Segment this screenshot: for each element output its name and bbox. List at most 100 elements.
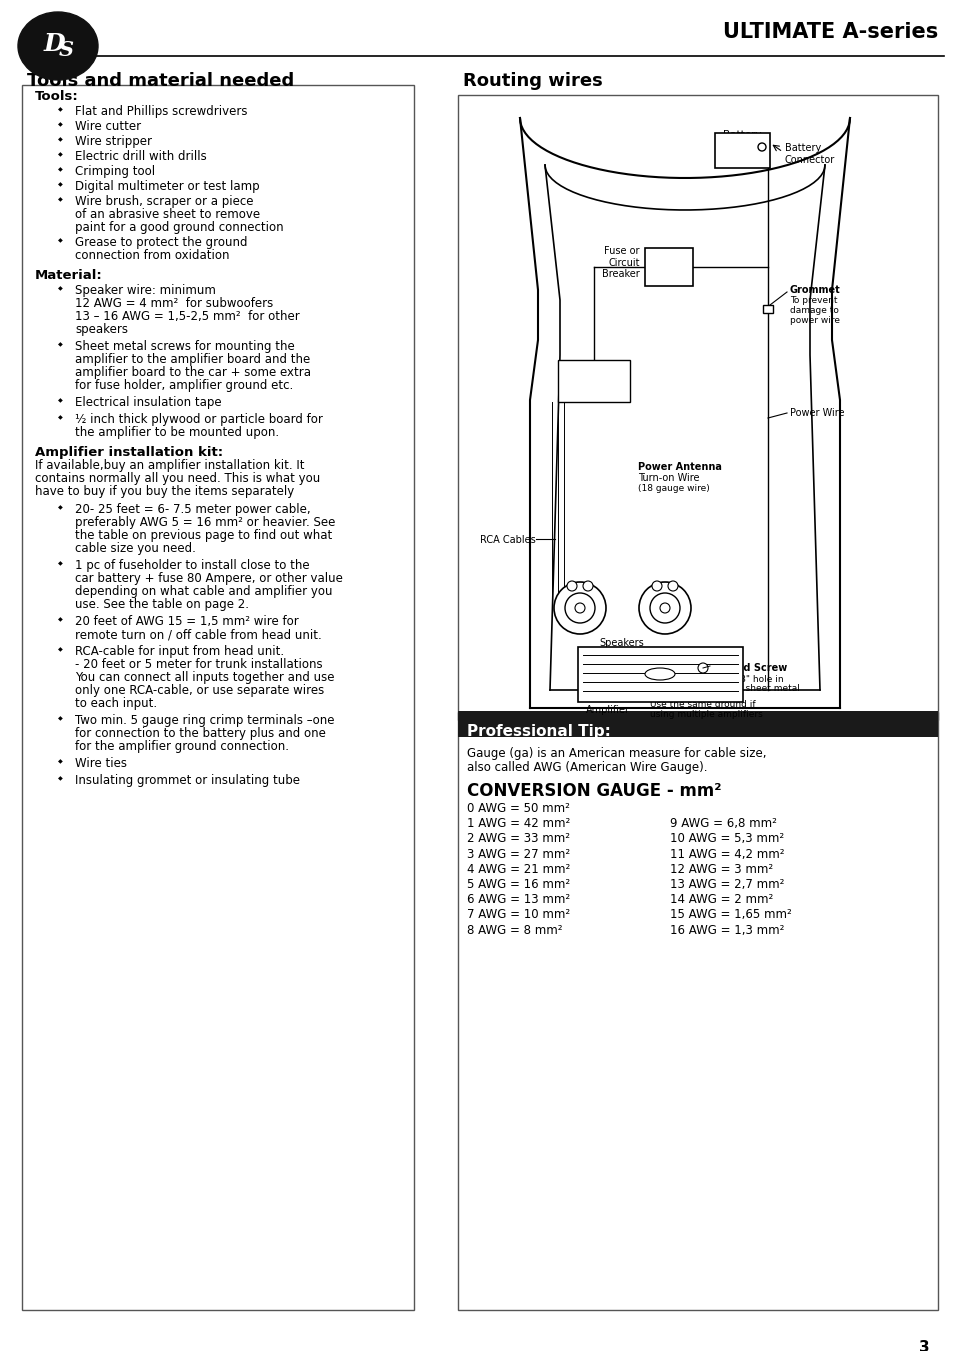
Text: Professional Tip:: Professional Tip: (467, 724, 610, 739)
Text: the table on previous page to find out what: the table on previous page to find out w… (75, 530, 332, 542)
Text: 20- 25 feet = 6- 7.5 meter power cable,: 20- 25 feet = 6- 7.5 meter power cable, (75, 503, 311, 516)
Text: 7 AWG = 10 mm²: 7 AWG = 10 mm² (467, 908, 570, 921)
Text: speakers: speakers (75, 323, 128, 336)
Text: ◆: ◆ (57, 343, 62, 347)
Ellipse shape (644, 667, 675, 680)
Text: 5 AWG = 16 mm²: 5 AWG = 16 mm² (467, 878, 570, 892)
Circle shape (649, 593, 679, 623)
Text: ◆: ◆ (57, 777, 62, 781)
Text: Wire stripper: Wire stripper (75, 135, 152, 149)
Text: 13 – 16 AWG = 1,5-2,5 mm²  for other: 13 – 16 AWG = 1,5-2,5 mm² for other (75, 309, 299, 323)
Text: using multiple amplifiers: using multiple amplifiers (649, 711, 762, 719)
Text: Wire ties: Wire ties (75, 757, 127, 770)
Text: ◆: ◆ (57, 562, 62, 566)
Text: ◆: ◆ (57, 153, 62, 158)
Text: have to buy if you buy the items separately: have to buy if you buy the items separat… (35, 485, 294, 499)
Text: To prevent: To prevent (789, 296, 837, 305)
Text: ◆: ◆ (57, 239, 62, 243)
Text: damage to: damage to (789, 305, 838, 315)
Text: Amplifier: Amplifier (585, 705, 629, 715)
Text: ◆: ◆ (57, 138, 62, 142)
Text: 10 AWG = 5,3 mm²: 10 AWG = 5,3 mm² (669, 832, 783, 846)
Text: ◆: ◆ (57, 716, 62, 721)
Text: Power Antenna: Power Antenna (638, 462, 721, 471)
Text: Stereo
head unit: Stereo head unit (570, 367, 617, 389)
Text: Wire cutter: Wire cutter (75, 120, 141, 132)
Text: Use the same ground if: Use the same ground if (649, 700, 755, 709)
Text: ◆: ◆ (57, 123, 62, 127)
Text: ◆: ◆ (57, 168, 62, 173)
Text: RCA-cable for input from head unit.: RCA-cable for input from head unit. (75, 644, 284, 658)
Text: ◆: ◆ (57, 759, 62, 765)
Circle shape (575, 603, 584, 613)
Text: ½ inch thick plywood or particle board for: ½ inch thick plywood or particle board f… (75, 413, 322, 426)
Text: RCA Cables: RCA Cables (479, 535, 536, 544)
Bar (714, 132, 769, 168)
Text: Electrical insulation tape: Electrical insulation tape (75, 396, 221, 409)
Text: 3 AWG = 27 mm²: 3 AWG = 27 mm² (467, 847, 570, 861)
Text: to each input.: to each input. (75, 697, 157, 711)
Text: ◆: ◆ (57, 505, 62, 511)
Text: ◆: ◆ (57, 399, 62, 404)
Ellipse shape (18, 12, 98, 80)
Text: 15 AWG = 1,65 mm²: 15 AWG = 1,65 mm² (669, 908, 791, 921)
Text: preferably AWG 5 = 16 mm² or heavier. See: preferably AWG 5 = 16 mm² or heavier. Se… (75, 516, 335, 530)
Text: CONVERSION GAUGE - mm²: CONVERSION GAUGE - mm² (467, 782, 720, 800)
Circle shape (554, 582, 605, 634)
Text: Crimping tool: Crimping tool (75, 165, 155, 178)
Text: ULTIMATE A-series: ULTIMATE A-series (722, 22, 937, 42)
Text: Material:: Material: (35, 269, 103, 282)
Text: ◆: ◆ (57, 286, 62, 292)
Text: of an abrasive sheet to remove: of an abrasive sheet to remove (75, 208, 260, 222)
Text: only one RCA-cable, or use separate wires: only one RCA-cable, or use separate wire… (75, 684, 324, 697)
Text: 0 AWG = 50 mm²: 0 AWG = 50 mm² (467, 802, 569, 815)
Text: 9 AWG = 6,8 mm²: 9 AWG = 6,8 mm² (669, 817, 776, 831)
Text: 1 pc of fuseholder to install close to the: 1 pc of fuseholder to install close to t… (75, 559, 310, 571)
Circle shape (564, 593, 595, 623)
Text: chassis sheet metal: chassis sheet metal (709, 684, 799, 693)
Text: Routing wires: Routing wires (462, 72, 602, 91)
Text: for the amplifier ground connection.: for the amplifier ground connection. (75, 740, 289, 753)
Text: Tools and material needed: Tools and material needed (27, 72, 294, 91)
Text: You can connect all inputs together and use: You can connect all inputs together and … (75, 671, 335, 684)
Bar (457, 712, 937, 1310)
Text: Fuse or
Circuit
Breaker: Fuse or Circuit Breaker (601, 246, 639, 280)
Text: S: S (58, 41, 73, 59)
Text: 3: 3 (919, 1340, 929, 1351)
Text: ◆: ◆ (57, 182, 62, 188)
Bar (558, 359, 629, 403)
Circle shape (659, 603, 669, 613)
Text: ◆: ◆ (57, 197, 62, 203)
Text: 8 AWG = 8 mm²: 8 AWG = 8 mm² (467, 924, 562, 936)
Text: 4 AWG = 21 mm²: 4 AWG = 21 mm² (467, 863, 570, 875)
Text: 1 AWG = 42 mm²: 1 AWG = 42 mm² (467, 817, 570, 831)
Text: 13 AWG = 2,7 mm²: 13 AWG = 2,7 mm² (669, 878, 783, 892)
Bar (22, 85, 414, 1310)
Text: Sheet metal screws for mounting the: Sheet metal screws for mounting the (75, 340, 294, 353)
Text: Two min. 5 gauge ring crimp terminals –one: Two min. 5 gauge ring crimp terminals –o… (75, 713, 335, 727)
Text: Gauge (ga) is an American measure for cable size,: Gauge (ga) is an American measure for ca… (467, 747, 765, 761)
Text: use. See the table on page 2.: use. See the table on page 2. (75, 598, 249, 611)
Text: - 20 feet or 5 meter for trunk installations: - 20 feet or 5 meter for trunk installat… (75, 658, 322, 671)
Text: paint for a good ground connection: paint for a good ground connection (75, 222, 283, 234)
Text: for fuse holder, amplifier ground etc.: for fuse holder, amplifier ground etc. (75, 380, 293, 392)
Circle shape (582, 581, 593, 590)
Text: contains normally all you need. This is what you: contains normally all you need. This is … (35, 471, 320, 485)
Text: car battery + fuse 80 Ampere, or other value: car battery + fuse 80 Ampere, or other v… (75, 571, 342, 585)
Text: Electric drill with drills: Electric drill with drills (75, 150, 207, 163)
Text: Wire brush, scraper or a piece: Wire brush, scraper or a piece (75, 195, 253, 208)
Bar (457, 711, 937, 738)
Text: Drill 1/8" hole in: Drill 1/8" hole in (709, 674, 782, 684)
Text: amplifier board to the car + some extra: amplifier board to the car + some extra (75, 366, 311, 380)
Text: cable size you need.: cable size you need. (75, 542, 195, 555)
Text: Tools:: Tools: (35, 91, 79, 103)
Text: 6 AWG = 13 mm²: 6 AWG = 13 mm² (467, 893, 570, 907)
Circle shape (667, 581, 678, 590)
Text: connection from oxidation: connection from oxidation (75, 249, 230, 262)
Text: Amplifier installation kit:: Amplifier installation kit: (35, 446, 223, 459)
Text: depending on what cable and amplifier you: depending on what cable and amplifier yo… (75, 585, 333, 598)
Text: power wire: power wire (789, 316, 840, 326)
Text: 12 AWG = 3 mm²: 12 AWG = 3 mm² (669, 863, 772, 875)
Circle shape (639, 582, 690, 634)
Bar (644, 249, 692, 286)
